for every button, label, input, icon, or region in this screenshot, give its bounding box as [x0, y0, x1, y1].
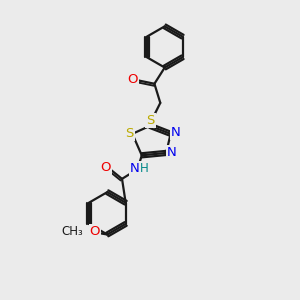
Text: S: S: [125, 127, 134, 140]
Text: S: S: [146, 114, 154, 127]
Text: N: N: [130, 162, 140, 175]
Text: O: O: [128, 74, 138, 86]
Text: O: O: [100, 161, 110, 174]
Text: O: O: [90, 225, 100, 239]
Text: CH₃: CH₃: [61, 225, 83, 239]
Text: N: N: [167, 146, 176, 159]
Text: N: N: [171, 126, 181, 139]
Text: H: H: [140, 162, 148, 175]
